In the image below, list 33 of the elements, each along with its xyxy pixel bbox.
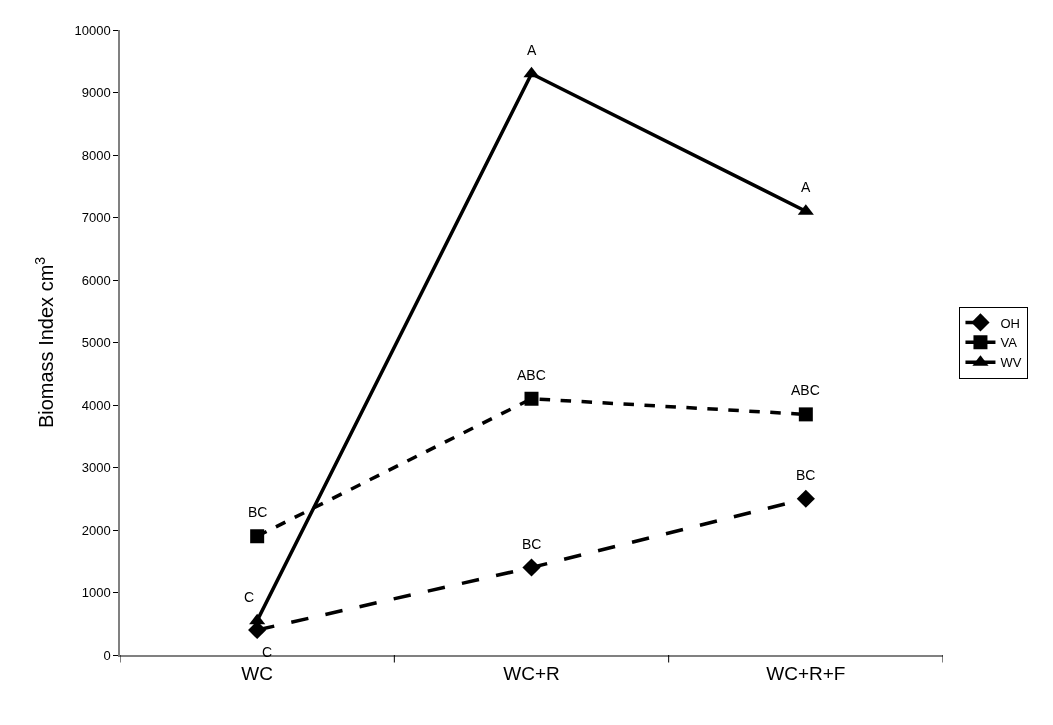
x-tick-label: WC+R (503, 662, 560, 684)
y-tick-label: 3000 (81, 460, 111, 476)
y-tick-label: 10000 (74, 22, 111, 38)
y-tick-label: 2000 (81, 522, 111, 538)
annotation: BC (248, 504, 268, 520)
point (524, 391, 539, 406)
legend-label: VA (1000, 335, 1018, 351)
point (522, 558, 541, 577)
annotation: BC (796, 467, 816, 483)
annotation: C (244, 589, 255, 605)
point (798, 407, 813, 422)
x-tick-label: WC (241, 662, 273, 684)
y-tick-label: 5000 (81, 335, 111, 351)
point (249, 613, 266, 625)
point (796, 489, 815, 508)
y-tick-label: 7000 (81, 210, 111, 226)
y-tick-label: 8000 (81, 147, 111, 163)
legend-label: OH (1000, 315, 1020, 331)
y-tick-label: 6000 (81, 272, 111, 288)
annotation: C (262, 644, 273, 660)
annotation: ABC (791, 382, 820, 398)
y-tick-label: 4000 (81, 397, 111, 413)
x-tick-label: WC+R+F (766, 662, 846, 684)
legend-label: WV (1000, 355, 1022, 371)
y-tick-label: 1000 (81, 585, 111, 601)
annotation: BC (522, 536, 542, 552)
annotation: A (801, 179, 811, 195)
point (250, 529, 265, 544)
annotation: ABC (517, 367, 546, 383)
point (523, 66, 540, 78)
annotation: A (527, 42, 537, 58)
y-tick-label: 0 (103, 647, 111, 663)
y-tick-label: 9000 (81, 85, 111, 101)
